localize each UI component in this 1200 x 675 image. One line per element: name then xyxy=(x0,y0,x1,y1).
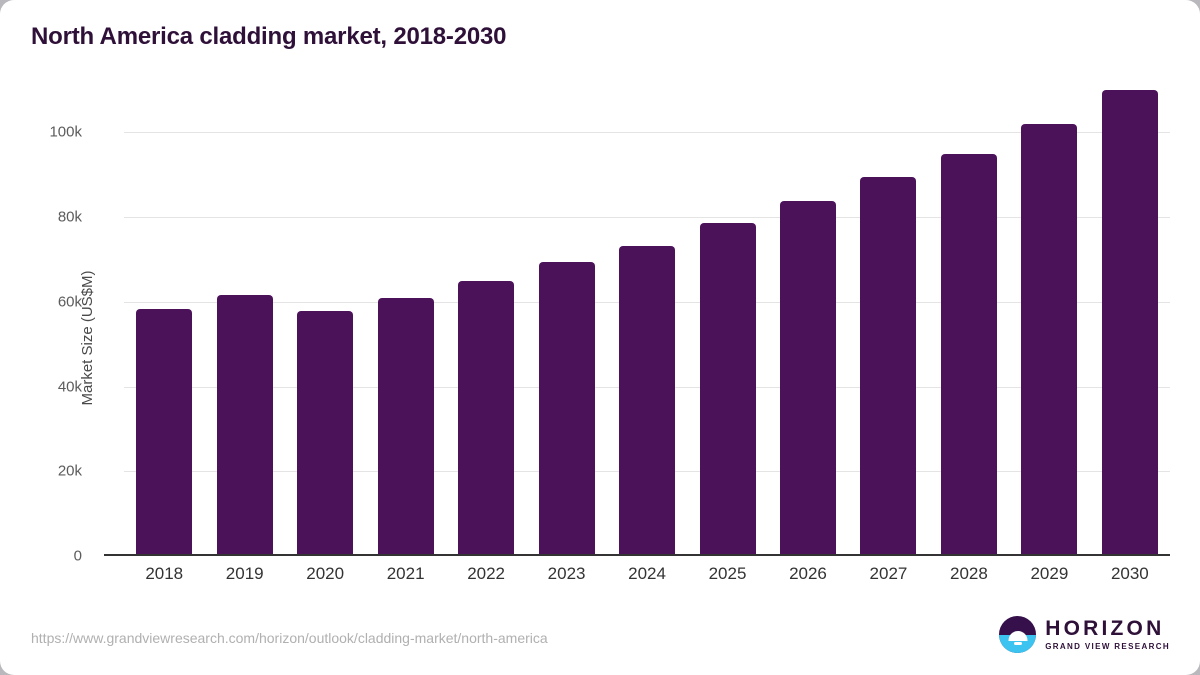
x-axis-tick-label: 2021 xyxy=(386,564,425,583)
x-axis-tick-label: 2018 xyxy=(145,564,184,583)
bar-2027[interactable] xyxy=(860,177,917,556)
logo-ray-long xyxy=(1010,638,1025,641)
bar-2023[interactable] xyxy=(538,262,595,556)
y-axis-tick-label: 0 xyxy=(73,547,82,565)
bar-2026[interactable] xyxy=(779,201,836,556)
x-axis-tick-label: 2027 xyxy=(869,564,908,583)
x-axis-tick-label: 2023 xyxy=(547,564,586,583)
horizon-sun-icon xyxy=(999,616,1037,653)
logo-wordmark: HORIZON xyxy=(1045,617,1165,640)
bar-slot xyxy=(1090,90,1170,556)
logo-ray-short xyxy=(1013,642,1022,645)
page-title: North America cladding market, 2018-2030 xyxy=(31,23,507,50)
bar-slot xyxy=(365,90,445,556)
bar-2018[interactable] xyxy=(136,309,193,556)
bar-2019[interactable] xyxy=(216,294,273,556)
x-axis-line xyxy=(104,554,1170,556)
bar-series xyxy=(124,90,1170,556)
logo-text: HORIZON GRAND VIEW RESEARCH xyxy=(1045,618,1170,651)
plot-area: 0 20k 40k 60k 80k 100k xyxy=(49,90,1170,565)
bar-slot xyxy=(124,90,204,556)
x-axis-ticks: 2018 2019 2020 2021 2022 2023 2024 2025 2026 2027… xyxy=(124,564,1170,584)
logo-sun-shape xyxy=(1008,631,1028,641)
bar-slot xyxy=(607,90,687,556)
y-axis-tick-label: 60k xyxy=(57,293,82,311)
x-axis-tick-label: 2024 xyxy=(628,564,666,583)
bar-slot xyxy=(1009,90,1089,556)
horizon-logo[interactable]: HORIZON GRAND VIEW RESEARCH xyxy=(999,616,1170,653)
bar-slot xyxy=(526,90,606,556)
bar-2021[interactable] xyxy=(377,297,434,556)
logo-subtitle: GRAND VIEW RESEARCH xyxy=(1045,642,1170,651)
x-axis-tick-label: 2028 xyxy=(950,564,988,583)
bar-slot xyxy=(687,90,767,556)
bar-2022[interactable] xyxy=(458,281,515,556)
bar-slot xyxy=(285,90,365,556)
x-axis-tick-label: 2020 xyxy=(306,564,345,583)
x-axis-tick-label: 2026 xyxy=(789,564,827,583)
bar-2020[interactable] xyxy=(297,311,354,556)
bar-slot xyxy=(768,90,848,556)
x-axis-tick-label: 2022 xyxy=(467,564,506,583)
gridline xyxy=(124,132,1170,134)
bar-2028[interactable] xyxy=(940,154,997,556)
y-axis-tick-label: 80k xyxy=(57,208,82,226)
bar-2024[interactable] xyxy=(619,246,676,556)
x-axis-tick-label: 2030 xyxy=(1110,564,1149,583)
bar-slot xyxy=(446,90,526,556)
x-axis-tick-label: 2019 xyxy=(225,564,264,583)
bar-slot xyxy=(929,90,1009,556)
y-axis-tick-label: 40k xyxy=(57,378,82,396)
bar-2029[interactable] xyxy=(1021,123,1078,556)
bar-2030[interactable] xyxy=(1101,90,1158,556)
bar-slot xyxy=(204,90,284,556)
x-axis-tick-label: 2029 xyxy=(1030,564,1069,583)
gridline xyxy=(124,217,1170,219)
bar-2025[interactable] xyxy=(699,223,756,556)
source-url[interactable]: https://www.grandviewresearch.com/horizo… xyxy=(31,630,548,646)
x-axis-tick-label: 2025 xyxy=(708,564,747,583)
bar-slot xyxy=(848,90,928,556)
y-axis-tick-label: 100k xyxy=(49,123,82,141)
y-axis-tick-label: 20k xyxy=(57,462,82,480)
